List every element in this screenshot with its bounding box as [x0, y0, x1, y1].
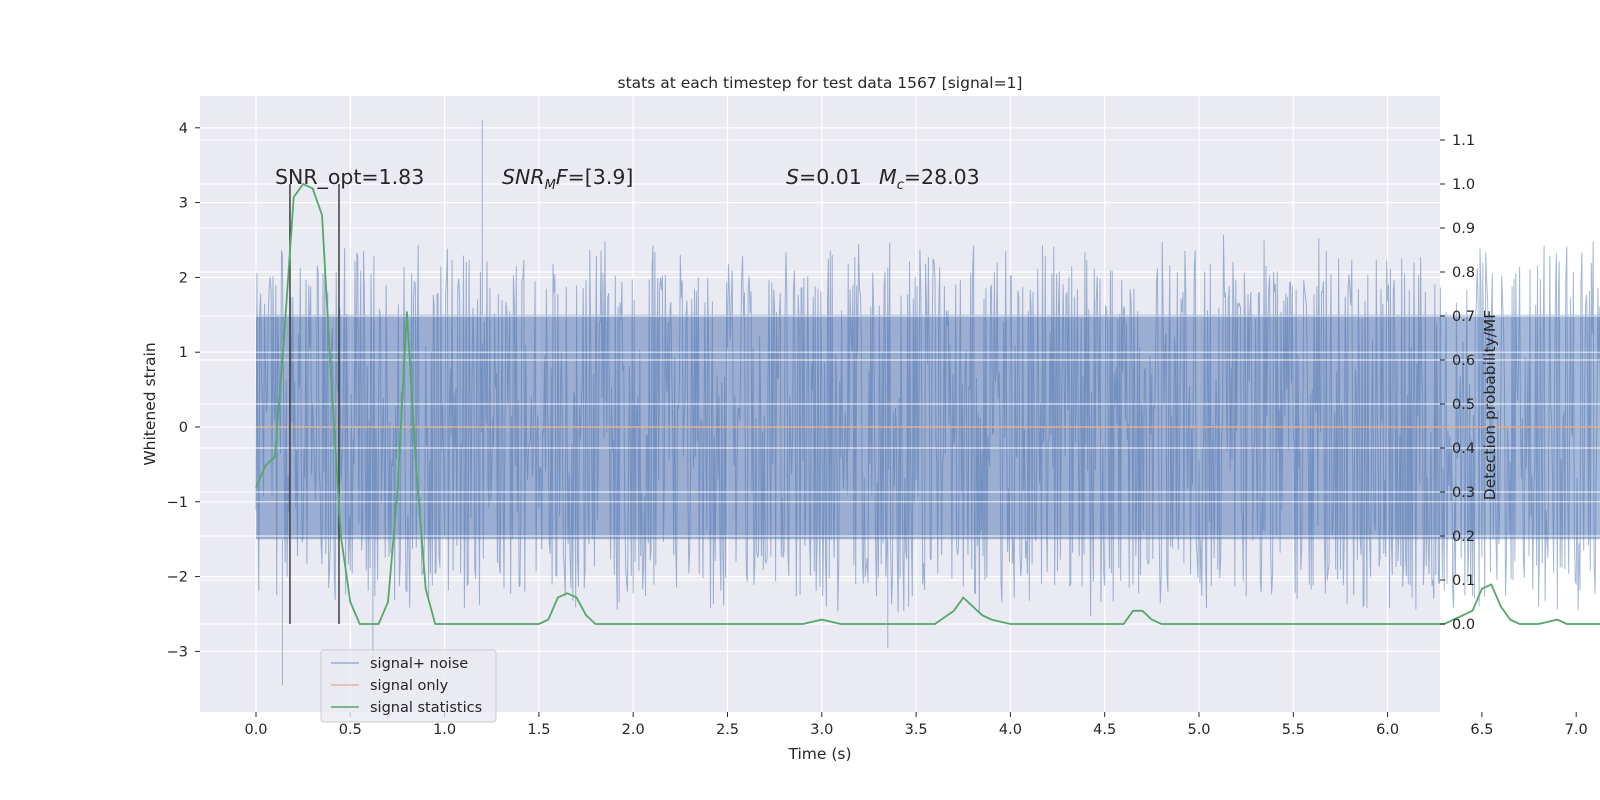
- x-tick-label: 4.0: [999, 722, 1022, 738]
- x-tick-label: 1.0: [433, 722, 456, 738]
- y-axis-label: Whitened strain: [141, 342, 159, 465]
- right-tick-label: 1.0: [1452, 177, 1475, 193]
- right-tick-label: 1.1: [1452, 133, 1475, 149]
- y-tick-label: −2: [167, 570, 188, 586]
- right-axis-ticks: 0.0 0.1 0.2 0.3 0.4 0.5 0.6 0.7 0.8 0.9 1.0 1.1: [1440, 133, 1475, 633]
- right-tick-label: 0.6: [1452, 353, 1475, 369]
- snr-mf-value: =[3.9]: [568, 165, 634, 189]
- snr-mf-annotation: SNRMF=[3.9]: [502, 165, 633, 193]
- right-tick-label: 0.0: [1452, 617, 1475, 633]
- legend-label-signal-noise: signal+ noise: [370, 656, 468, 672]
- right-tick-label: 0.9: [1452, 221, 1475, 237]
- right-tick-label: 0.2: [1452, 529, 1475, 545]
- right-tick-label: 0.3: [1452, 485, 1475, 501]
- right-axis-label: Detection probability/MF: [1481, 310, 1499, 501]
- mc-var: M: [879, 165, 897, 189]
- mc-value: =28.03: [904, 165, 980, 189]
- snr-mf-f: F: [556, 165, 569, 189]
- right-tick-label: 0.5: [1452, 397, 1475, 413]
- x-tick-label: 2.0: [622, 722, 645, 738]
- y-tick-label: 2: [179, 270, 188, 286]
- y-tick-label: 1: [179, 345, 188, 361]
- x-tick-label: 3.5: [905, 722, 928, 738]
- s-var: S: [786, 165, 799, 189]
- x-tick-label: 6.0: [1376, 722, 1399, 738]
- x-tick-label: 4.5: [1093, 722, 1116, 738]
- snr-mf-var: SNR: [502, 165, 545, 189]
- mc-annotation: Mc=28.03: [879, 165, 980, 193]
- legend-label-signal-statistics: signal statistics: [370, 700, 482, 716]
- right-tick-label: 0.4: [1452, 441, 1475, 457]
- signal-only-series: [255, 425, 1600, 429]
- x-tick-label: 3.0: [810, 722, 833, 738]
- statistics-line: [255, 182, 1600, 625]
- right-tick-label: 0.8: [1452, 265, 1475, 281]
- y-tick-label: 0: [179, 420, 188, 436]
- x-tick-label: 1.5: [527, 722, 550, 738]
- legend-box: [320, 649, 497, 723]
- x-tick-label: 5.5: [1282, 722, 1305, 738]
- legend: signal+ noise signal only signal statist…: [320, 649, 497, 723]
- x-tick-label: 7.0: [1565, 722, 1588, 738]
- x-tick-label: 2.5: [716, 722, 739, 738]
- right-tick-label: 0.1: [1452, 573, 1475, 589]
- x-tick-label: 5.0: [1187, 722, 1210, 738]
- snr-mf-sub: M: [545, 178, 556, 193]
- noise-trace: [255, 120, 1600, 686]
- mc-sub: c: [897, 178, 904, 193]
- chart-title: stats at each timestep for test data 156…: [618, 74, 1023, 92]
- x-tick-label: 6.5: [1470, 722, 1493, 738]
- y-tick-label: 4: [179, 121, 188, 137]
- right-tick-label: 0.7: [1452, 309, 1475, 325]
- snr-opt-annotation: SNR_opt=1.83: [275, 165, 424, 190]
- y-tick-label: 3: [179, 196, 188, 212]
- x-tick-label: 0.5: [339, 722, 362, 738]
- s-value: =0.01: [799, 165, 862, 189]
- signal-statistics-series: [255, 182, 1600, 625]
- signal-trace: [255, 425, 1600, 429]
- legend-label-signal-only: signal only: [370, 678, 449, 694]
- y-axis-ticks: −3 −2 −1 0 1 2 3 4: [167, 121, 200, 660]
- x-axis-label: Time (s): [787, 745, 851, 763]
- s-annotation: S=0.01: [786, 165, 862, 189]
- x-axis-ticks: 0.0 0.5 1.0 1.5 2.0 2.5 3.0 3.5 4.0 4.5 5.0 5.5 6.0 6…: [244, 712, 1588, 738]
- y-tick-label: −3: [167, 644, 188, 660]
- x-tick-label: 0.0: [244, 722, 267, 738]
- y-tick-label: −1: [167, 495, 188, 511]
